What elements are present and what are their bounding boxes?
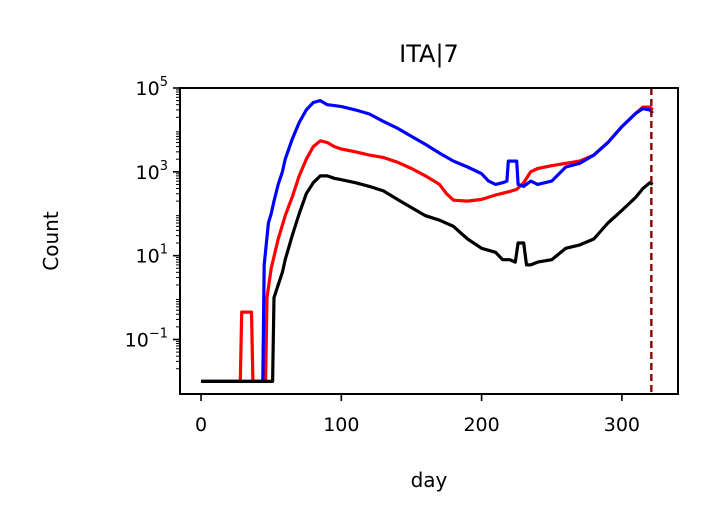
x-tick-label: 100 <box>323 414 359 436</box>
chart-title: ITA|7 <box>399 40 459 68</box>
plot-area <box>201 88 654 394</box>
plot-frame <box>179 87 679 395</box>
series-line-1 <box>201 105 654 383</box>
y-axis: 105 103 101 10−1 <box>125 75 180 370</box>
series-line-2 <box>201 99 654 383</box>
y-tick-label: 10−1 <box>125 326 168 351</box>
y-tick-label: 101 <box>136 243 168 268</box>
x-tick-label: 0 <box>195 414 207 436</box>
x-tick-label: 200 <box>463 414 499 436</box>
y-axis-label: Count <box>39 211 63 271</box>
x-axis: 0 100 200 300 <box>195 394 640 436</box>
x-axis-label: day <box>411 468 448 492</box>
y-tick-label: 103 <box>136 159 168 184</box>
series-line-3 <box>201 174 654 383</box>
x-tick-label: 300 <box>604 414 640 436</box>
y-tick-label: 105 <box>136 75 168 100</box>
